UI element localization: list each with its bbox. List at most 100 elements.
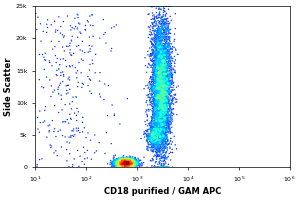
Point <box>129 161 134 164</box>
Point <box>157 59 162 63</box>
Point <box>130 165 135 168</box>
Point <box>124 159 129 162</box>
Point <box>157 117 162 121</box>
Point <box>112 160 117 163</box>
Point <box>166 56 171 59</box>
Point <box>159 121 164 125</box>
Point <box>165 86 170 90</box>
Point <box>159 89 164 92</box>
Point <box>164 102 169 105</box>
Point <box>166 113 171 116</box>
Point <box>131 159 136 162</box>
Point <box>123 160 128 163</box>
Point <box>131 163 136 166</box>
Point <box>160 101 165 104</box>
Point <box>151 51 156 54</box>
Point <box>124 159 129 162</box>
Point <box>122 159 127 163</box>
Point <box>128 158 133 161</box>
Point <box>161 100 166 104</box>
Point <box>148 96 153 100</box>
Point <box>150 120 155 123</box>
Point <box>125 160 130 164</box>
Point <box>161 23 166 26</box>
Point <box>159 62 164 65</box>
Point <box>119 159 124 162</box>
Point <box>120 158 125 162</box>
Point <box>127 162 132 165</box>
Point <box>162 88 167 91</box>
Point <box>124 159 129 162</box>
Point <box>150 132 155 135</box>
Point <box>122 160 127 163</box>
Point <box>153 130 158 134</box>
Point <box>123 159 128 162</box>
Point <box>120 162 124 165</box>
Point <box>149 40 154 43</box>
Point <box>158 64 163 67</box>
Point <box>156 75 161 78</box>
Point <box>156 127 161 130</box>
Point <box>152 90 156 93</box>
Point <box>152 136 157 139</box>
Point <box>158 121 163 124</box>
Point <box>150 127 155 130</box>
Point <box>164 78 169 81</box>
Point <box>162 62 167 65</box>
Point <box>125 163 130 166</box>
Point <box>129 163 134 166</box>
Point <box>160 106 165 109</box>
Point <box>161 77 166 80</box>
Point <box>129 162 134 165</box>
Point <box>122 160 127 163</box>
Point <box>160 126 164 129</box>
Point <box>150 63 155 66</box>
Point <box>161 113 166 116</box>
Point <box>128 160 133 164</box>
Point <box>158 115 163 118</box>
Point <box>132 165 137 169</box>
Point <box>160 135 164 139</box>
Point <box>159 99 164 102</box>
Point <box>150 78 154 81</box>
Point <box>158 51 163 54</box>
Point <box>156 100 161 103</box>
Point <box>159 42 164 45</box>
Point <box>114 161 119 164</box>
Point <box>160 15 165 18</box>
Point <box>152 130 156 133</box>
Point <box>122 160 127 163</box>
Point <box>130 163 135 166</box>
Point <box>152 144 156 147</box>
Point <box>164 106 169 109</box>
Point <box>132 164 137 167</box>
Point <box>157 58 161 62</box>
Point <box>122 163 127 166</box>
Point <box>120 156 125 159</box>
Point <box>122 164 126 167</box>
Point <box>151 83 156 86</box>
Point <box>127 158 132 161</box>
Point <box>159 83 164 86</box>
Point <box>156 47 161 51</box>
Point <box>160 109 165 112</box>
Point <box>115 161 119 164</box>
Point <box>118 160 123 163</box>
Point <box>118 164 123 167</box>
Point <box>124 161 128 164</box>
Point <box>157 102 162 106</box>
Point <box>120 165 125 168</box>
Point <box>161 51 166 54</box>
Point <box>126 164 131 167</box>
Point <box>156 32 161 35</box>
Point <box>130 159 135 162</box>
Point <box>152 115 156 118</box>
Point <box>161 72 166 76</box>
Point <box>148 140 153 143</box>
Point <box>162 85 167 88</box>
Point <box>160 5 165 8</box>
Point <box>163 135 167 138</box>
Point <box>124 163 129 166</box>
Point <box>118 159 122 162</box>
Point <box>127 165 132 168</box>
